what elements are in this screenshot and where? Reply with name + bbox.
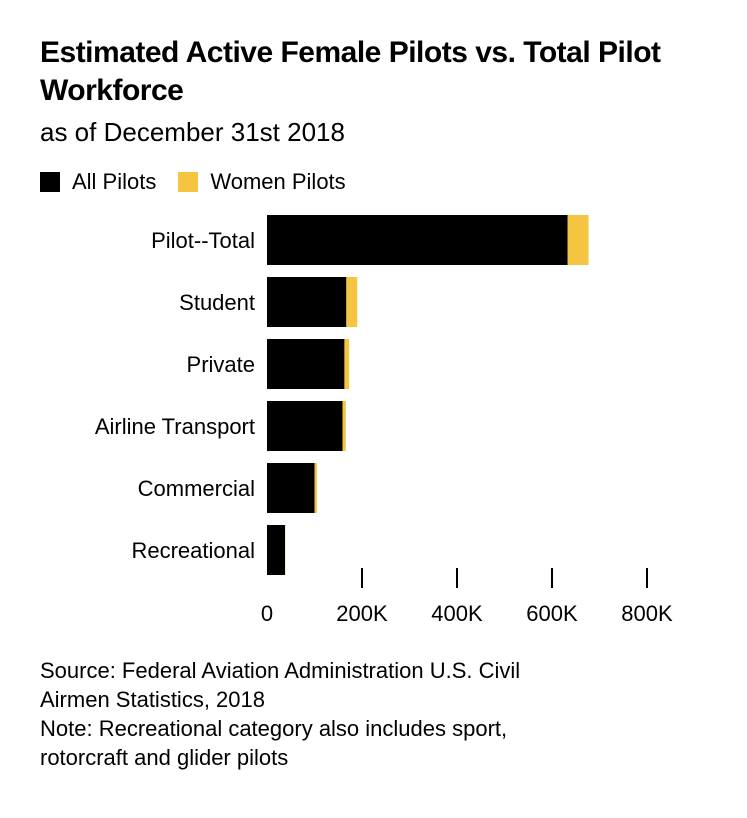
source-line-2: Airmen Statistics, 2018 — [40, 687, 265, 712]
bar-women-pilots-commercial — [314, 463, 317, 513]
x-tick-label-400k: 400K — [431, 601, 483, 626]
legend-item-women-pilots: Women Pilots — [178, 169, 346, 195]
legend-label-all-pilots: All Pilots — [72, 169, 157, 194]
legend-label-women-pilots: Women Pilots — [210, 169, 346, 194]
bar-women-pilots-pilot-total — [567, 215, 589, 265]
x-tick-label-200k: 200K — [336, 601, 388, 626]
bar-all-pilots-private — [267, 339, 345, 389]
category-label-private: Private — [187, 352, 255, 377]
chart-subtitle: as of December 31st 2018 — [40, 117, 345, 147]
category-label-commercial: Commercial — [138, 476, 255, 501]
legend: All Pilots Women Pilots — [40, 168, 368, 196]
bar-chart: Pilot--Total Student Private Airline Transp… — [95, 215, 673, 626]
legend-swatch-all-pilots — [40, 172, 60, 192]
x-tick-label-0: 0 — [261, 601, 273, 626]
x-tick-label-600k: 600K — [526, 601, 578, 626]
category-label-airline-transport: Airline Transport — [95, 414, 255, 439]
category-label-student: Student — [179, 290, 255, 315]
legend-swatch-women-pilots — [178, 172, 199, 192]
source-line-1: Source: Federal Aviation Administration … — [40, 658, 521, 683]
bar-all-pilots-pilot-total — [267, 215, 568, 265]
chart-footer: Source: Federal Aviation Administration … — [40, 656, 720, 772]
category-label-pilot-total: Pilot--Total — [151, 228, 255, 253]
note-line-1: Note: Recreational category also include… — [40, 716, 508, 741]
bar-women-pilots-student — [346, 277, 358, 327]
bar-women-pilots-airline-transport — [342, 401, 346, 451]
bar-all-pilots-commercial — [267, 463, 315, 513]
bar-women-pilots-private — [344, 339, 350, 389]
bar-all-pilots-airline-transport — [267, 401, 343, 451]
bar-all-pilots-recreational — [267, 525, 286, 575]
bar-all-pilots-student — [267, 277, 347, 327]
legend-item-all-pilots: All Pilots — [40, 169, 156, 195]
category-label-recreational: Recreational — [131, 538, 255, 563]
x-tick-label-800k: 800K — [621, 601, 673, 626]
note-line-2: rotorcraft and glider pilots — [40, 745, 289, 770]
chart-title: Estimated Active Female Pilots vs. Total… — [40, 36, 661, 107]
